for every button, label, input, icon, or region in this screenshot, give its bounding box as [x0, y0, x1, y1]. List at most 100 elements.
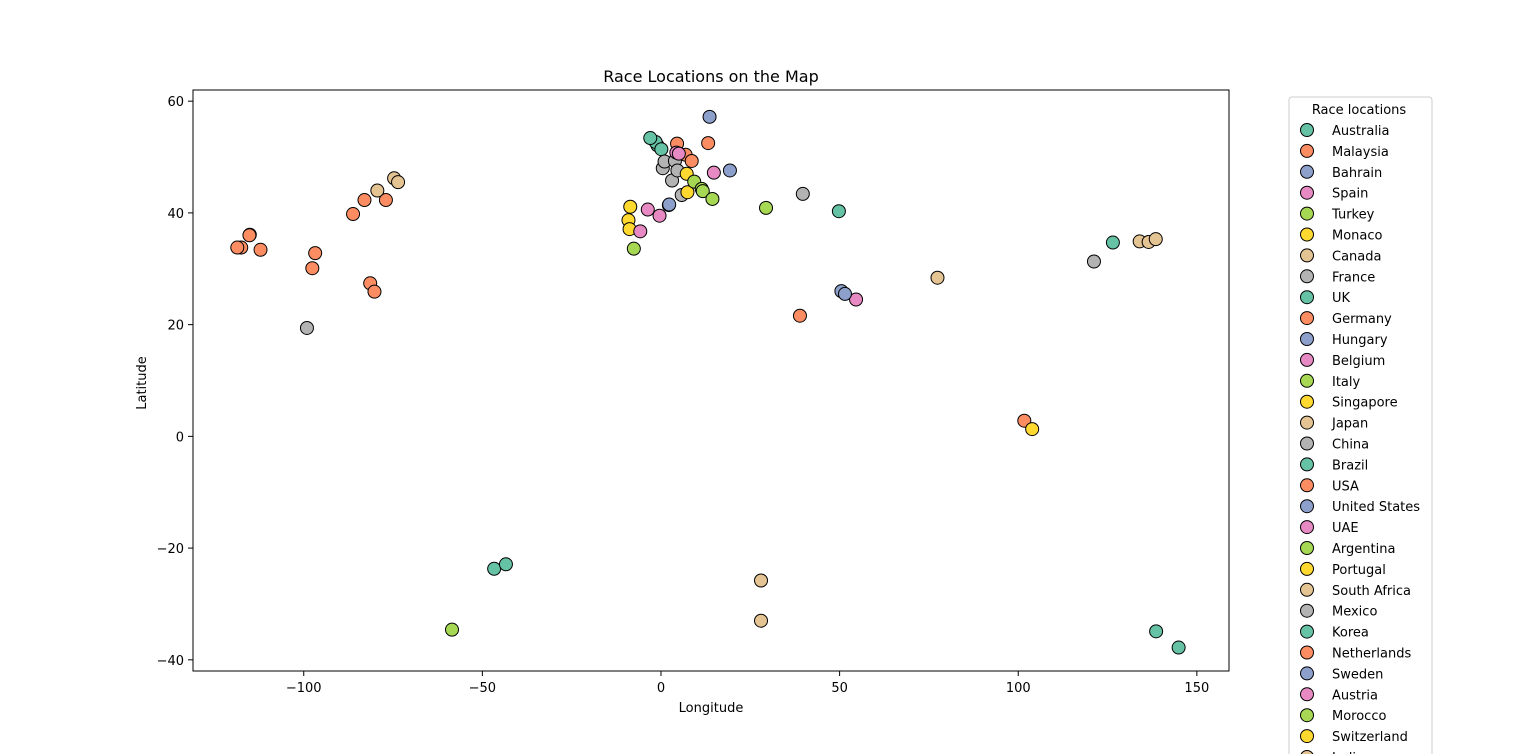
data-point [643, 131, 658, 146]
plot-area [192, 89, 1230, 672]
chart-title: Race Locations on the Map [603, 67, 819, 86]
legend-marker [1300, 645, 1314, 660]
legend-marker [1300, 478, 1314, 493]
data-point [299, 320, 314, 335]
data-point [831, 204, 846, 219]
legend-marker [1300, 185, 1314, 200]
legend-entry: China [1332, 438, 1369, 453]
legend-entry: Canada [1332, 249, 1381, 264]
legend-marker [1300, 603, 1314, 618]
y-tick-label: 40 [167, 207, 184, 222]
legend-marker [1300, 499, 1314, 514]
data-point [1086, 254, 1101, 269]
legend-marker [1300, 143, 1314, 158]
legend-title: Race locations [1312, 103, 1407, 118]
legend: Race locations Australia Malaysia Bahrain S… [1288, 96, 1433, 754]
legend-marker [1300, 561, 1314, 576]
legend-frame [1288, 96, 1433, 754]
legend-marker [1300, 394, 1314, 409]
data-point [705, 191, 720, 206]
data-point [1149, 624, 1164, 639]
legend-marker [1300, 164, 1314, 179]
legend-marker [1300, 666, 1314, 681]
legend-entry: Switzerland [1332, 730, 1408, 745]
legend-marker [1300, 750, 1314, 754]
legend-marker [1300, 352, 1314, 367]
legend-marker [1300, 290, 1314, 305]
legend-entry: Turkey [1331, 208, 1375, 223]
data-point [795, 186, 810, 201]
data-point [1025, 422, 1040, 437]
legend-marker [1300, 457, 1314, 472]
legend-entry: Spain [1332, 187, 1368, 202]
data-point [684, 153, 699, 168]
data-point [671, 146, 686, 161]
legend-entry: Monaco [1332, 229, 1383, 244]
legend-entry: Germany [1332, 312, 1392, 327]
data-point [242, 228, 257, 243]
legend-entry: UAE [1332, 521, 1359, 536]
data-point [498, 557, 513, 572]
y-tick-label: 0 [176, 430, 184, 445]
legend-entry: Singapore [1332, 396, 1398, 411]
data-point [662, 197, 677, 212]
data-point [626, 241, 641, 256]
legend-marker [1300, 687, 1314, 702]
data-point [722, 163, 737, 178]
data-point [1148, 232, 1163, 247]
data-point [754, 573, 769, 588]
data-point [445, 622, 459, 637]
data-point [837, 286, 852, 301]
legend-entry: South Africa [1332, 584, 1411, 599]
legend-entry: Australia [1332, 124, 1390, 139]
legend-marker [1300, 520, 1314, 535]
y-tick-label: 20 [167, 319, 184, 334]
data-point [849, 292, 864, 307]
x-axis: −100 −50 0 50 100 150 [286, 671, 1209, 696]
legend-marker [1300, 624, 1314, 639]
legend-marker [1300, 436, 1314, 451]
data-point [346, 207, 361, 222]
data-point [1171, 640, 1186, 655]
legend-entry: Belgium [1332, 354, 1385, 369]
legend-marker [1300, 123, 1314, 137]
data-point [930, 270, 945, 285]
x-axis-label: Longitude [679, 701, 744, 716]
data-point [370, 183, 385, 198]
data-point [623, 199, 638, 214]
x-tick-label: −100 [286, 681, 322, 696]
legend-entry: Austria [1332, 688, 1378, 703]
legend-marker [1300, 415, 1314, 430]
data-point [253, 242, 268, 257]
legend-entry: Sweden [1332, 667, 1383, 682]
y-axis: −40 −20 0 20 40 60 [157, 95, 193, 669]
y-tick-label: −40 [157, 654, 184, 669]
data-point [640, 202, 655, 217]
data-point [357, 193, 372, 208]
legend-marker [1300, 708, 1314, 723]
legend-entry: Brazil [1332, 458, 1368, 473]
legend-marker [1300, 311, 1314, 326]
legend-entry: Portugal [1332, 563, 1386, 578]
data-points [230, 109, 1186, 655]
x-tick-label: 150 [1184, 681, 1209, 696]
data-point [754, 613, 769, 628]
data-point [759, 200, 774, 215]
x-tick-label: 100 [1006, 681, 1031, 696]
legend-entry: Netherlands [1332, 647, 1411, 662]
legend-marker [1300, 373, 1314, 388]
x-tick-label: −50 [469, 681, 496, 696]
legend-entry: Mexico [1332, 605, 1377, 620]
data-point [1105, 235, 1120, 250]
data-point [701, 136, 716, 151]
legend-marker [1300, 248, 1314, 263]
y-axis-label: Latitude [135, 356, 150, 410]
data-point [706, 165, 721, 180]
y-tick-label: 60 [167, 95, 184, 110]
legend-entry: France [1332, 270, 1375, 285]
legend-entry: UK [1332, 291, 1351, 306]
data-point [308, 246, 323, 261]
legend-entry: United States [1332, 500, 1420, 515]
legend-entry: Argentina [1332, 542, 1395, 557]
